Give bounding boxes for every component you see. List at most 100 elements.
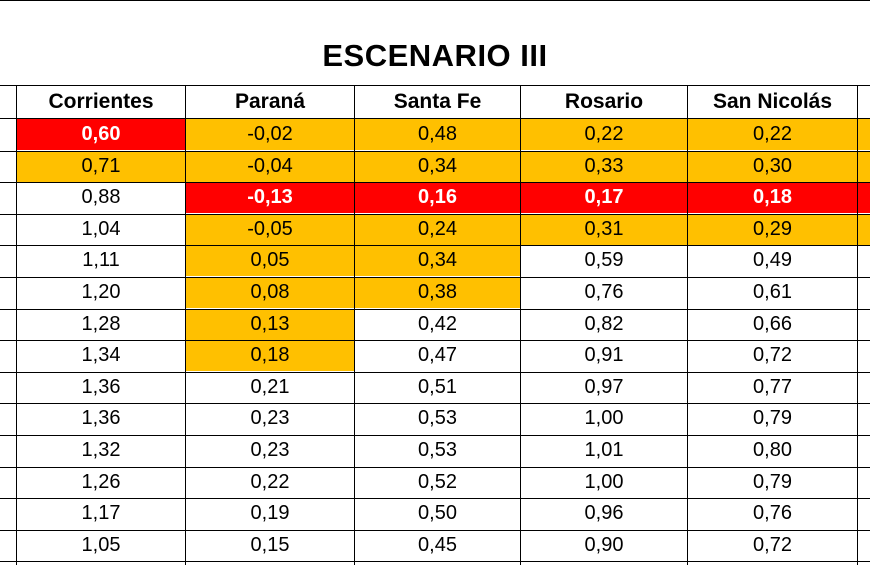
cell-parana: 0,18 bbox=[186, 340, 354, 372]
column-header-san-nicolas: San Nicolás bbox=[712, 90, 833, 113]
cell-partial-column bbox=[858, 213, 870, 245]
cell-san-nicolas: 0,72 bbox=[753, 533, 792, 556]
cell-partial-column bbox=[858, 467, 870, 498]
cell-santa-fe: 0,53 bbox=[418, 407, 457, 430]
cell-corrientes: 1,32 bbox=[81, 439, 121, 461]
row-border-line bbox=[0, 498, 870, 499]
column-border-line bbox=[520, 85, 521, 565]
cell-santa-fe: 0,24 bbox=[355, 213, 520, 245]
column-header-parana: Paraná bbox=[234, 90, 306, 113]
table-title: ESCENARIO III bbox=[322, 38, 548, 73]
cell-partial-column bbox=[858, 340, 870, 371]
cell-parana: 0,21 bbox=[250, 375, 290, 398]
cell-san-nicolas: 0,79 bbox=[753, 470, 792, 493]
cell-santa-fe: 0,38 bbox=[355, 277, 520, 308]
cell-san-nicolas: 0,77 bbox=[753, 375, 792, 398]
cell-corrientes: 1,05 bbox=[81, 533, 121, 556]
cell-corrientes: 1,36 bbox=[81, 375, 121, 398]
cell-corrientes: 1,04 bbox=[81, 217, 121, 240]
cell-san-nicolas: 0,18 bbox=[688, 182, 857, 214]
cell-santa-fe: 0,47 bbox=[418, 344, 457, 367]
column-header-rosario: Rosario bbox=[564, 90, 644, 113]
cell-partial-column bbox=[858, 182, 870, 214]
cell-santa-fe: 0,50 bbox=[418, 502, 457, 525]
cell-parana: 0,08 bbox=[186, 277, 354, 308]
cell-partial-column bbox=[858, 435, 870, 466]
cell-santa-fe: 0,52 bbox=[418, 470, 457, 493]
cell-santa-fe: 0,34 bbox=[355, 245, 520, 277]
row-border-line bbox=[0, 372, 870, 373]
cell-rosario: 0,76 bbox=[584, 281, 624, 303]
cell-san-nicolas: 0,76 bbox=[753, 502, 792, 525]
cell-san-nicolas: 0,29 bbox=[688, 213, 857, 245]
cell-partial-column bbox=[858, 403, 870, 434]
cell-san-nicolas: 0,49 bbox=[753, 249, 792, 272]
cell-san-nicolas: 0,61 bbox=[753, 281, 792, 303]
cell-rosario: 0,82 bbox=[584, 312, 624, 335]
cell-partial-column bbox=[858, 498, 870, 529]
cell-santa-fe: 0,48 bbox=[355, 119, 520, 150]
cell-partial-column bbox=[858, 372, 870, 403]
cell-rosario: 0,90 bbox=[584, 533, 624, 556]
cell-rosario: 0,33 bbox=[521, 150, 687, 182]
row-border-line bbox=[0, 467, 870, 468]
cell-santa-fe: 0,53 bbox=[418, 439, 457, 461]
row-border-line bbox=[0, 530, 870, 531]
row-border-line bbox=[0, 403, 870, 404]
cell-partial-column bbox=[858, 277, 870, 308]
cell-parana: -0,13 bbox=[186, 182, 354, 214]
cell-parana: -0,02 bbox=[186, 119, 354, 150]
cell-corrientes: 1,11 bbox=[82, 249, 120, 272]
row-border-line bbox=[0, 435, 870, 436]
cell-rosario: 0,31 bbox=[521, 213, 687, 245]
row-border-line bbox=[0, 245, 870, 246]
row-border-line bbox=[0, 151, 870, 152]
cell-parana: 0,23 bbox=[250, 439, 290, 461]
column-border-line bbox=[185, 85, 186, 565]
row-border-line bbox=[0, 277, 870, 278]
cell-rosario: 1,00 bbox=[584, 470, 624, 493]
cell-rosario: 0,22 bbox=[521, 119, 687, 150]
cell-corrientes: 1,26 bbox=[81, 470, 121, 493]
row-border-line bbox=[0, 214, 870, 215]
cell-parana: 0,05 bbox=[186, 245, 354, 277]
cell-rosario: 0,97 bbox=[584, 375, 624, 398]
cell-corrientes: 1,17 bbox=[81, 502, 121, 525]
row-border-line bbox=[0, 309, 870, 310]
row-border-line bbox=[0, 85, 870, 86]
row-border-line bbox=[0, 561, 870, 562]
cell-santa-fe: 0,45 bbox=[418, 533, 457, 556]
cell-corrientes: 1,36 bbox=[81, 407, 121, 430]
cell-parana: 0,15 bbox=[250, 533, 290, 556]
cell-san-nicolas: 0,22 bbox=[688, 119, 857, 150]
column-border-line bbox=[16, 85, 17, 565]
cell-partial-column bbox=[858, 150, 870, 182]
column-border-line bbox=[687, 85, 688, 565]
cell-rosario: 1,00 bbox=[584, 407, 624, 430]
cell-corrientes: 1,28 bbox=[81, 312, 121, 335]
cell-san-nicolas: 0,72 bbox=[753, 344, 792, 367]
cell-partial-column bbox=[858, 309, 870, 340]
cell-san-nicolas: 0,66 bbox=[753, 312, 792, 335]
cell-parana: -0,04 bbox=[186, 150, 354, 182]
column-header-santa-fe: Santa Fe bbox=[393, 90, 482, 113]
cell-santa-fe: 0,42 bbox=[418, 312, 457, 335]
row-border-line bbox=[0, 182, 870, 183]
column-border-line bbox=[354, 85, 355, 565]
cell-rosario: 0,17 bbox=[521, 182, 687, 214]
cell-corrientes: 0,71 bbox=[17, 150, 185, 182]
cell-santa-fe: 0,16 bbox=[355, 182, 520, 214]
cell-parana: -0,05 bbox=[186, 213, 354, 245]
cell-partial-column bbox=[858, 245, 870, 276]
cell-corrientes: 0,60 bbox=[17, 119, 185, 150]
row-border-line bbox=[0, 340, 870, 341]
cell-partial-column bbox=[858, 119, 870, 150]
column-border-line bbox=[857, 85, 858, 565]
cell-corrientes: 1,34 bbox=[81, 344, 121, 367]
cell-rosario: 0,59 bbox=[584, 249, 624, 272]
cell-parana: 0,19 bbox=[250, 502, 290, 525]
cell-corrientes: 1,20 bbox=[81, 281, 121, 303]
column-header-corrientes: Corrientes bbox=[48, 90, 154, 113]
cell-rosario: 0,96 bbox=[584, 502, 624, 525]
